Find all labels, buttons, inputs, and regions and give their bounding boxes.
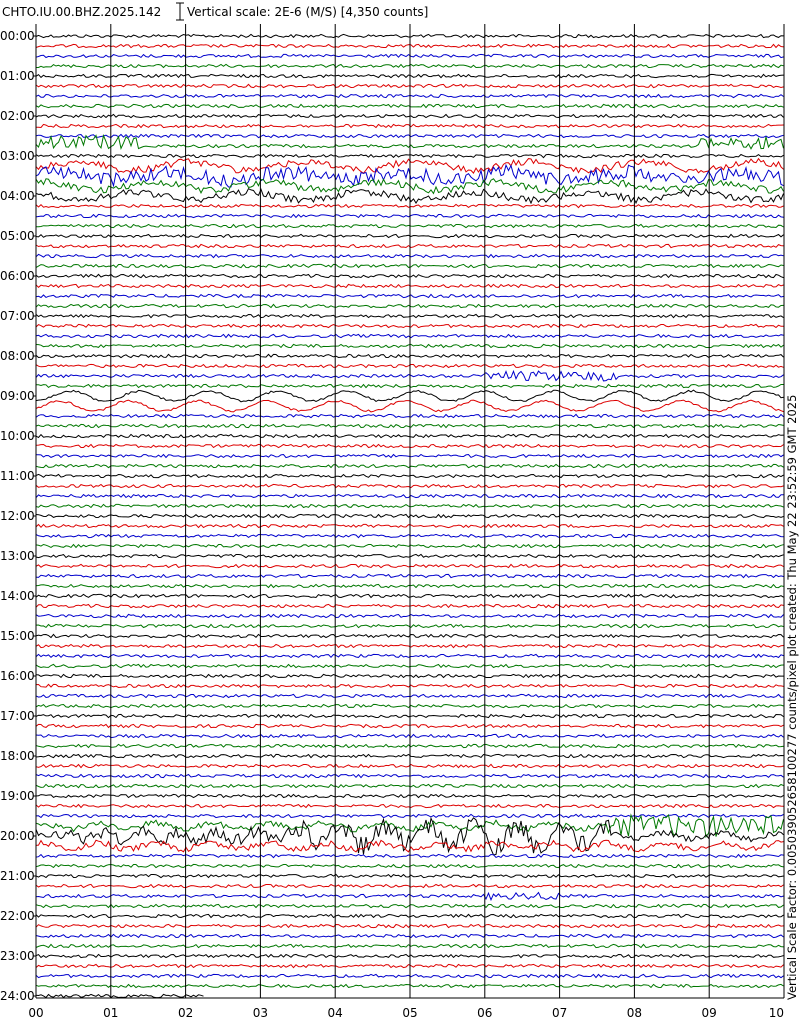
- y-tick-label: 17:00: [0, 709, 35, 723]
- x-tick-label: 01: [103, 1006, 118, 1020]
- scale-text: Vertical scale: 2E-6 (M/S) [4,350 counts…: [187, 5, 428, 19]
- y-tick-label: 09:00: [0, 389, 35, 403]
- scale-bar: [176, 2, 184, 21]
- y-tick-label: 15:00: [0, 629, 35, 643]
- x-tick-label: 00: [28, 1006, 43, 1020]
- station-title: CHTO.IU.00.BHZ.2025.142: [2, 5, 161, 19]
- x-tick-label: 08: [627, 1006, 642, 1020]
- y-tick-label: 04:00: [0, 189, 35, 203]
- x-tick-label: 07: [552, 1006, 567, 1020]
- y-tick-label: 20:00: [0, 829, 35, 843]
- y-tick-label: 19:00: [0, 789, 35, 803]
- y-tick-label: 22:00: [0, 909, 35, 923]
- y-tick-label: 01:00: [0, 69, 35, 83]
- side-text: Vertical Scale Factor: 0.005039052658100…: [785, 395, 799, 1000]
- y-tick-label: 05:00: [0, 229, 35, 243]
- y-tick-label: 11:00: [0, 469, 35, 483]
- x-tick-label: 05: [402, 1006, 417, 1020]
- y-tick-label: 07:00: [0, 309, 35, 323]
- y-tick-label: 23:00: [0, 949, 35, 963]
- y-tick-label: 16:00: [0, 669, 35, 683]
- x-tick-label: 06: [477, 1006, 492, 1020]
- y-tick-label: 21:00: [0, 869, 35, 883]
- y-tick-label: 18:00: [0, 749, 35, 763]
- x-tick-label: 02: [178, 1006, 193, 1020]
- y-tick-label: 10:00: [0, 429, 35, 443]
- y-tick-label: 12:00: [0, 509, 35, 523]
- labels: 00 01 02 03 04 05 06 07 08 09 10 00:00 01:00 02:00 03:…: [0, 29, 784, 1020]
- y-tick-label: 03:00: [0, 149, 35, 163]
- y-tick-label: 00:00: [0, 29, 35, 43]
- y-tick-label: 14:00: [0, 589, 35, 603]
- y-tick-label: 13:00: [0, 549, 35, 563]
- x-tick-label: 09: [702, 1006, 717, 1020]
- trace: [35, 993, 204, 999]
- x-tick-label: 04: [328, 1006, 343, 1020]
- y-tick-label: 02:00: [0, 109, 35, 123]
- x-tick-label: 10: [769, 1006, 784, 1020]
- y-tick-label: 06:00: [0, 269, 35, 283]
- x-tick-label: 03: [253, 1006, 268, 1020]
- grid: [33, 24, 785, 999]
- y-tick-label: 08:00: [0, 349, 35, 363]
- y-tick-label: 24:00: [0, 989, 35, 1003]
